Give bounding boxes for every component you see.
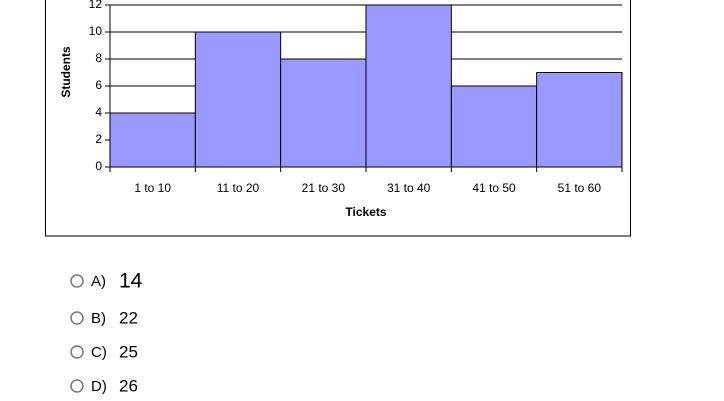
y-tick-label: 0 xyxy=(95,159,102,173)
y-tick-label: 4 xyxy=(95,105,102,119)
bar xyxy=(450,85,538,168)
option-letter: B) xyxy=(91,310,106,327)
x-tick-label: 31 to 40 xyxy=(387,181,431,195)
option-text: 26 xyxy=(119,376,138,395)
y-tick-label: 2 xyxy=(95,132,102,146)
radio-button[interactable] xyxy=(70,274,84,288)
bar xyxy=(109,112,196,168)
answer-options: A) 14 B) 22 C) 25 D) 26 xyxy=(70,270,143,395)
x-tick-label: 51 to 60 xyxy=(558,181,602,195)
chart: 0 2 4 6 8 10 12 1 to 10 11 to 20 21 to 30 31 to 40… xyxy=(59,0,623,219)
x-tick-label: 21 to 30 xyxy=(302,181,346,195)
option-letter: A) xyxy=(91,273,106,290)
bar xyxy=(194,31,282,168)
bar xyxy=(365,4,452,168)
x-tick-label: 1 to 10 xyxy=(134,181,171,195)
radio-button[interactable] xyxy=(70,379,84,393)
radio-button[interactable] xyxy=(70,311,84,325)
x-tick-label: 11 to 20 xyxy=(217,181,260,195)
option-letter: D) xyxy=(91,378,107,395)
bar xyxy=(536,72,623,168)
x-tick-label: 41 to 50 xyxy=(472,181,516,195)
y-tick-label: 10 xyxy=(89,24,103,38)
y-axis-label: Students xyxy=(59,46,73,98)
y-tick-label: 12 xyxy=(89,0,103,11)
radio-button[interactable] xyxy=(70,345,84,359)
bar xyxy=(280,58,367,168)
y-tick-label: 8 xyxy=(95,51,102,65)
x-axis-label: Tickets xyxy=(345,205,386,219)
option-text: 25 xyxy=(119,342,138,361)
option-letter: C) xyxy=(91,344,107,361)
option-text: 22 xyxy=(119,308,138,327)
y-tick-label: 6 xyxy=(95,78,102,92)
option-text: 14 xyxy=(119,270,143,293)
